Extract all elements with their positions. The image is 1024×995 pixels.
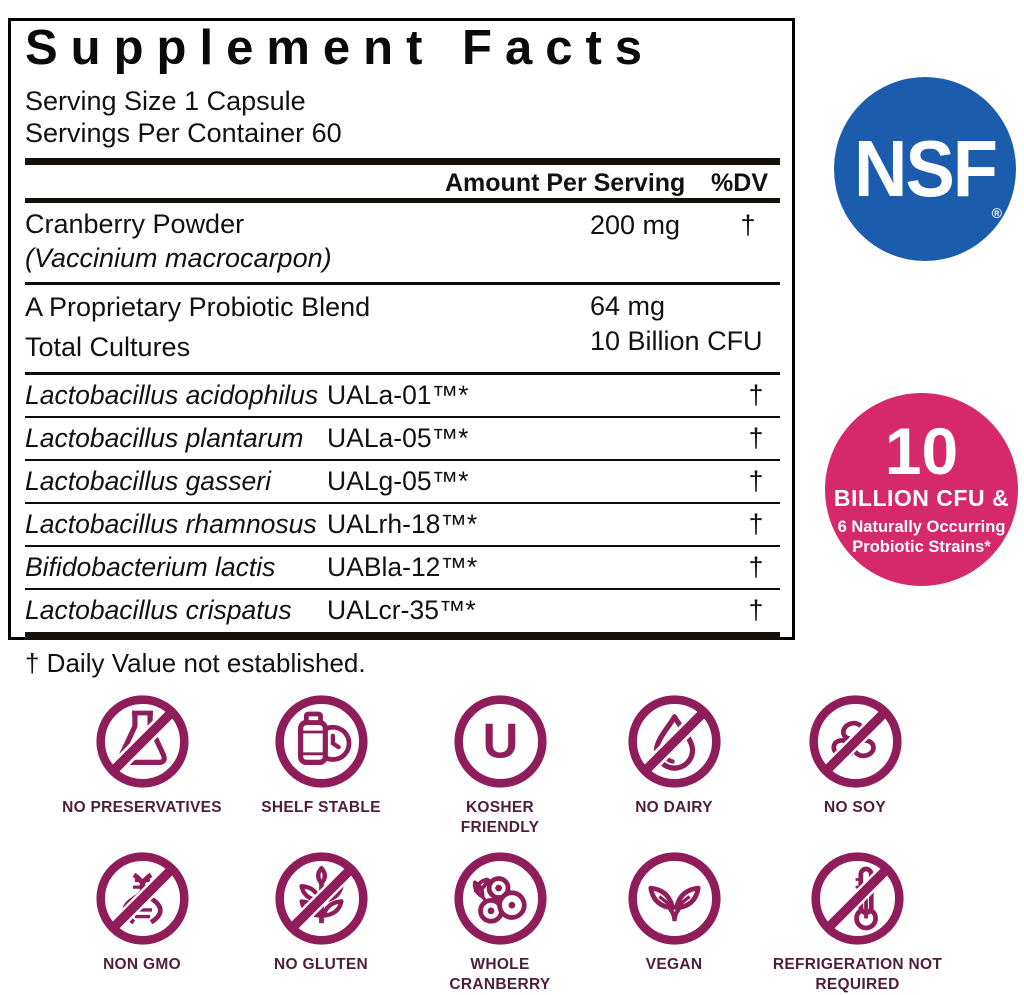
badge-label: KOSHER FRIENDLY — [460, 799, 540, 837]
no-soy-icon — [808, 695, 902, 788]
table-header: Amount Per Serving %DV — [25, 165, 780, 198]
no-gluten-icon — [274, 852, 368, 945]
divider-thick-bottom — [25, 631, 780, 640]
nsf-logo-text: NSF — [854, 123, 998, 214]
column-header-dv: %DV — [711, 169, 768, 198]
strain-dv: † — [748, 551, 764, 582]
divider-medium — [25, 198, 780, 204]
cfu-strains-line2: Probiotic Strains* — [852, 537, 991, 556]
badge-label: VEGAN — [645, 956, 703, 973]
blend-name: A Proprietary Probiotic Blend — [25, 291, 371, 322]
badge-no-gluten: NO GLUTEN — [246, 851, 396, 975]
badge-no-soy: NO SOY — [795, 694, 915, 818]
panel-title: Supplement Facts — [25, 21, 656, 75]
whole-cranberry-icon — [453, 852, 547, 945]
strain-dv: † — [748, 594, 764, 625]
badge-shelf-stable: SHELF STABLE — [246, 694, 396, 818]
table-row-strain: Lactobacillus plantarum UALa-05™* † — [25, 418, 780, 461]
badge-vegan: VEGAN — [614, 851, 734, 975]
table-row-strain: Lactobacillus gasseri UALg-05™* † — [25, 461, 780, 504]
cfu-count-badge: 10 BILLION CFU & 6 Naturally Occurring P… — [825, 393, 1018, 586]
cfu-number: 10 — [884, 413, 959, 488]
ingredient-dv: † — [740, 210, 756, 241]
badge-label: NON GMO — [103, 956, 181, 973]
badge-label: REFRIGERATION NOT REQUIRED — [772, 956, 943, 994]
ingredient-name: Cranberry Powder — [25, 209, 245, 240]
table-row-cranberry: Cranberry Powder (Vaccinium macrocarpon)… — [25, 203, 780, 285]
no-dairy-icon — [627, 695, 721, 788]
strain-name: Lactobacillus rhamnosus — [25, 508, 317, 539]
refrigeration-not-required-icon — [811, 852, 904, 945]
badge-label: SHELF STABLE — [261, 799, 381, 816]
strain-dv: † — [748, 508, 764, 539]
non-gmo-icon — [95, 852, 189, 945]
column-header-amount: Amount Per Serving — [445, 169, 686, 198]
blend-total-cultures-label: Total Cultures — [25, 331, 191, 362]
supplement-facts-panel: Supplement Facts Serving Size 1 Capsule … — [8, 18, 795, 678]
badge-refrigeration-not-required: REFRIGERATION NOT REQUIRED — [770, 851, 945, 995]
divider-thick-top — [25, 158, 780, 166]
cfu-strains-line1: 6 Naturally Occurring — [837, 517, 1006, 536]
shelf-stable-icon — [274, 695, 368, 788]
badge-no-dairy: NO DAIRY — [614, 694, 734, 818]
svg-text:U: U — [482, 714, 518, 769]
badge-label: WHOLE CRANBERRY — [449, 956, 551, 994]
strain-dv: † — [748, 379, 764, 410]
table-row-strain: Bifidobacterium lactis UABla-12™* † — [25, 547, 780, 590]
strain-code: UALg-05™* — [327, 465, 469, 496]
badge-non-gmo: NON GMO — [72, 851, 212, 975]
strain-code: UALcr-35™* — [327, 594, 476, 625]
table-row-strain: Lactobacillus crispatus UALcr-35™* † — [25, 590, 780, 631]
badge-kosher-friendly: U KOSHER FRIENDLY — [435, 694, 565, 838]
strain-dv: † — [748, 422, 764, 453]
badge-label: NO DAIRY — [635, 799, 713, 816]
ingredient-latin-name: (Vaccinium macrocarpon) — [25, 242, 332, 273]
cfu-billion-label: BILLION CFU & — [833, 484, 1010, 511]
ingredient-amount: 200 mg — [590, 210, 681, 241]
badge-label: NO SOY — [823, 799, 887, 816]
servings-per-container: Servings Per Container 60 — [25, 117, 342, 148]
blend-amount: 64 mg — [590, 290, 666, 321]
table-row-blend: A Proprietary Probiotic Blend Total Cult… — [25, 285, 780, 375]
strain-name: Lactobacillus crispatus — [25, 594, 292, 625]
table-row-strain: Lactobacillus acidophilus UALa-01™* † — [25, 375, 780, 418]
strain-code: UALa-05™* — [327, 422, 469, 453]
blend-total-cultures-value: 10 Billion CFU — [590, 325, 763, 356]
vegan-icon — [627, 852, 721, 945]
nsf-certified-logo: NSF ® — [834, 77, 1016, 261]
strain-name: Bifidobacterium lactis — [25, 551, 276, 582]
registered-trademark-icon: ® — [991, 205, 1002, 221]
strain-code: UALrh-18™* — [327, 508, 478, 539]
strain-name: Lactobacillus plantarum — [25, 422, 304, 453]
badge-no-preservatives: NO PRESERVATIVES — [50, 694, 234, 818]
strain-name: Lactobacillus gasseri — [25, 465, 271, 496]
daily-value-footnote: † Daily Value not established. — [25, 647, 366, 678]
table-row-strain: Lactobacillus rhamnosus UALrh-18™* † — [25, 504, 780, 547]
kosher-friendly-icon: U — [453, 695, 547, 788]
strain-dv: † — [748, 465, 764, 496]
strain-code: UALa-01™* — [327, 379, 469, 410]
strain-name: Lactobacillus acidophilus — [25, 379, 319, 410]
serving-info: Serving Size 1 Capsule Servings Per Cont… — [25, 86, 780, 149]
serving-size: Serving Size 1 Capsule — [25, 86, 306, 117]
badge-label: NO GLUTEN — [274, 956, 368, 973]
no-preservatives-icon — [95, 695, 189, 788]
strain-code: UABla-12™* — [327, 551, 478, 582]
badge-label: NO PRESERVATIVES — [62, 799, 222, 816]
badge-whole-cranberry: WHOLE CRANBERRY — [430, 851, 570, 995]
